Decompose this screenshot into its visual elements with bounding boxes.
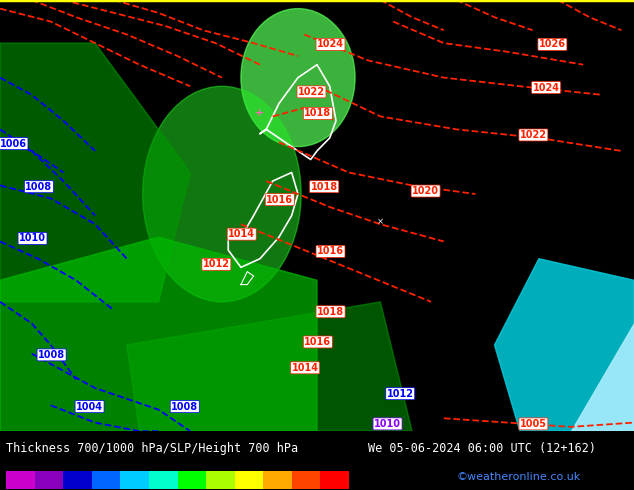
Bar xyxy=(35,471,63,489)
Text: 1022: 1022 xyxy=(520,130,547,140)
Text: 1012: 1012 xyxy=(387,389,414,399)
Bar xyxy=(92,471,120,489)
Text: We 05-06-2024 06:00 UTC (12+162): We 05-06-2024 06:00 UTC (12+162) xyxy=(368,442,596,455)
Text: 1018: 1018 xyxy=(311,182,338,192)
Text: 1016: 1016 xyxy=(304,337,332,347)
Text: Thickness 700/1000 hPa/SLP/Height 700 hPa: Thickness 700/1000 hPa/SLP/Height 700 hP… xyxy=(6,442,299,455)
Bar xyxy=(235,471,263,489)
Polygon shape xyxy=(127,302,412,431)
Bar xyxy=(120,471,149,489)
Text: 1024: 1024 xyxy=(533,82,560,93)
Polygon shape xyxy=(0,43,190,302)
Text: 1014: 1014 xyxy=(228,229,256,239)
Bar xyxy=(320,471,349,489)
Text: 1006: 1006 xyxy=(0,139,27,148)
Text: +: + xyxy=(256,108,264,119)
Text: 1005: 1005 xyxy=(520,419,547,429)
Polygon shape xyxy=(571,323,634,431)
Text: 1016: 1016 xyxy=(266,195,294,205)
Text: 1018: 1018 xyxy=(304,108,332,119)
Ellipse shape xyxy=(143,86,301,302)
Text: 1024: 1024 xyxy=(317,39,344,49)
Text: ×: × xyxy=(377,217,384,226)
Text: 1026: 1026 xyxy=(539,39,566,49)
Text: ©weatheronline.co.uk: ©weatheronline.co.uk xyxy=(456,472,581,482)
Text: 1010: 1010 xyxy=(374,419,401,429)
Bar xyxy=(292,471,320,489)
Polygon shape xyxy=(0,237,317,431)
Bar xyxy=(6,471,35,489)
Text: 1016: 1016 xyxy=(317,246,344,256)
Bar xyxy=(149,471,178,489)
Text: 1008: 1008 xyxy=(171,402,198,412)
Bar xyxy=(263,471,292,489)
Text: 1018: 1018 xyxy=(317,307,344,317)
Text: 1010: 1010 xyxy=(19,233,46,244)
Text: 1020: 1020 xyxy=(412,186,439,196)
Bar xyxy=(178,471,206,489)
Text: 1008: 1008 xyxy=(38,350,65,360)
Text: 1008: 1008 xyxy=(25,182,53,192)
Text: 1022: 1022 xyxy=(298,87,325,97)
Ellipse shape xyxy=(241,9,355,147)
Polygon shape xyxy=(495,259,634,431)
Text: 1012: 1012 xyxy=(203,259,230,270)
Text: 1014: 1014 xyxy=(292,363,319,373)
Text: 1004: 1004 xyxy=(76,402,103,412)
Bar xyxy=(63,471,92,489)
Bar xyxy=(206,471,235,489)
